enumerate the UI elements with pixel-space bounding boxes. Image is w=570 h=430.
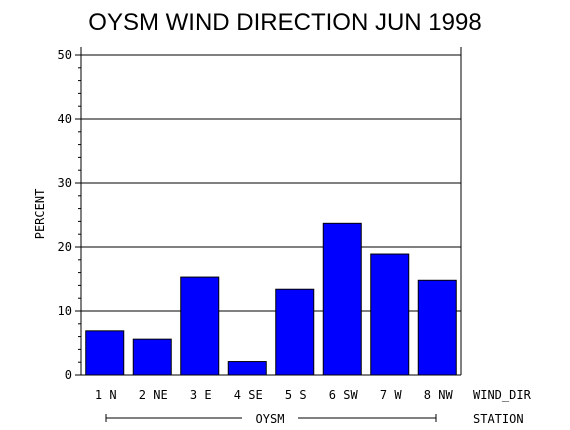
- y-tick-label: 30: [58, 176, 72, 190]
- bar: [417, 279, 457, 376]
- bar: [180, 276, 220, 376]
- x-tick-label: 5 S: [285, 388, 307, 402]
- x-tick-label: 1 N: [95, 388, 117, 402]
- x-tick-label: 4 SE: [234, 388, 263, 402]
- station-axis-label: STATION: [473, 412, 524, 426]
- x-tick-label: 2 NE: [139, 388, 168, 402]
- x-tick-label: 3 E: [190, 388, 212, 402]
- x-tick-label: 6 SW: [329, 388, 359, 402]
- y-tick-label: 0: [65, 368, 72, 382]
- y-tick-label: 40: [58, 112, 72, 126]
- y-tick-label: 10: [58, 304, 72, 318]
- bar: [132, 338, 172, 376]
- y-axis-label: PERCENT: [33, 189, 47, 240]
- plot-area: 0 10 20 30 40 50 1 N 2 NE 3 E 4 SE 5 S 6 SW 7 W 8 NW: [58, 47, 462, 402]
- y-tick-label: 50: [58, 48, 72, 62]
- station-group-label: OYSM: [256, 412, 285, 426]
- x-axis-label: WIND_DIR: [473, 388, 532, 402]
- bar: [322, 222, 362, 376]
- station-bracket: [105, 414, 437, 422]
- chart-title: OYSM WIND DIRECTION JUN 1998: [88, 9, 481, 36]
- bar: [85, 330, 125, 376]
- y-tick-label: 20: [58, 240, 72, 254]
- x-tick-label: 8 NW: [424, 388, 454, 402]
- bar: [275, 288, 315, 376]
- x-tick-label: 7 W: [380, 388, 402, 402]
- bar: [227, 361, 267, 376]
- bar: [370, 253, 410, 376]
